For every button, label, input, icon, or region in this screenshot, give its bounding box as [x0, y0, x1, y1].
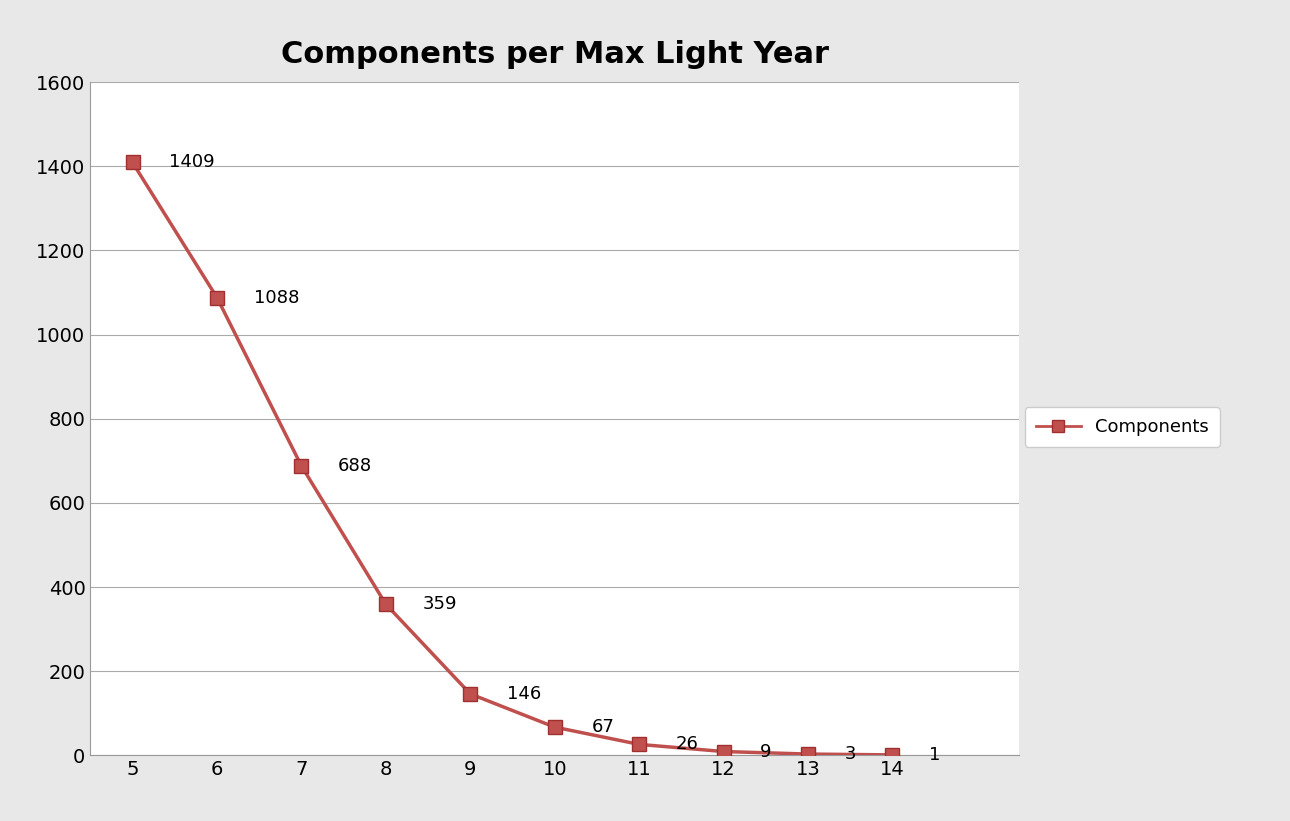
Text: 1409: 1409: [169, 154, 215, 172]
Text: 9: 9: [760, 742, 771, 760]
Components: [631, 740, 646, 750]
Components: [209, 292, 224, 302]
Components: [378, 599, 393, 609]
Components: [800, 749, 815, 759]
Text: 26: 26: [676, 736, 699, 754]
Text: 1: 1: [929, 746, 940, 764]
Legend: Components: Components: [1024, 407, 1220, 447]
Text: 3: 3: [845, 745, 857, 763]
Line: Components: Components: [125, 155, 899, 762]
Components: [463, 689, 479, 699]
Components: [294, 461, 310, 470]
Text: 1088: 1088: [254, 288, 299, 306]
Components: [885, 750, 900, 759]
Text: 67: 67: [592, 718, 614, 736]
Components: [716, 746, 731, 756]
Components: [547, 722, 562, 732]
Text: 688: 688: [338, 456, 373, 475]
Text: 146: 146: [507, 685, 542, 703]
Title: Components per Max Light Year: Components per Max Light Year: [281, 39, 828, 69]
Components: [125, 158, 141, 167]
Text: 359: 359: [423, 595, 457, 613]
